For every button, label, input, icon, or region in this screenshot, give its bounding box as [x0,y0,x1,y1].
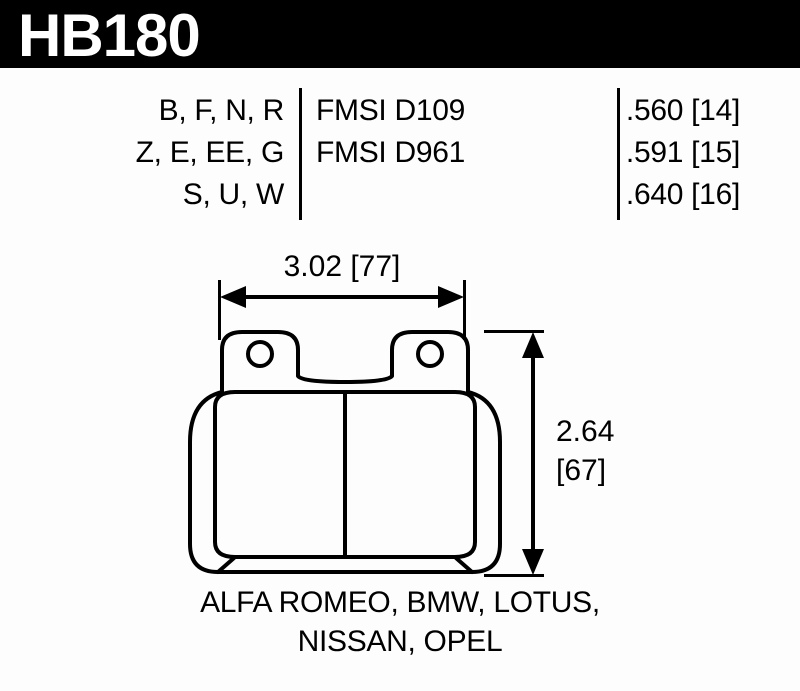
compound-row: Z, E, EE, G [0,132,284,174]
column-divider [617,88,620,220]
compound-row: B, F, N, R [0,90,284,132]
compound-row: S, U, W [0,174,284,216]
fmsi-column: FMSI D109 FMSI D961 [300,90,500,216]
width-label: 3.02 [77] [220,250,464,284]
mounting-hole [418,342,442,366]
brake-pad-outline [180,322,510,582]
height-arrow-bar [520,332,546,575]
brands-line: ALFA ROMEO, BMW, LOTUS, [0,583,800,622]
arrow-down-icon [522,549,544,575]
dimension-line [240,295,444,299]
thickness-row: .640 [16] [500,174,740,216]
height-label: 2.64 [67] [556,412,614,490]
arrow-right-icon [438,286,464,308]
mounting-hole [248,342,272,366]
fmsi-row: FMSI D109 [316,90,500,132]
fmsi-row: FMSI D961 [316,132,500,174]
vehicle-brands: ALFA ROMEO, BMW, LOTUS, NISSAN, OPEL [0,583,800,661]
part-number: HB180 [18,2,200,69]
part-number-header: HB180 [0,0,800,68]
thickness-column: .560 [14] .591 [15] .640 [16] [500,90,800,216]
thickness-row: .591 [15] [500,132,740,174]
thickness-row: .560 [14] [500,90,740,132]
spec-columns: B, F, N, R Z, E, EE, G S, U, W FMSI D109… [0,90,800,216]
chamfer-line [218,558,234,572]
width-arrow-bar [220,286,464,312]
width-dimension: 3.02 [77] [220,250,464,312]
chamfer-line [456,558,472,572]
brands-line: NISSAN, OPEL [0,622,800,661]
dimension-line [531,352,535,555]
diagram-area: 3.02 [77] [0,250,800,610]
compounds-column: B, F, N, R Z, E, EE, G S, U, W [0,90,300,216]
